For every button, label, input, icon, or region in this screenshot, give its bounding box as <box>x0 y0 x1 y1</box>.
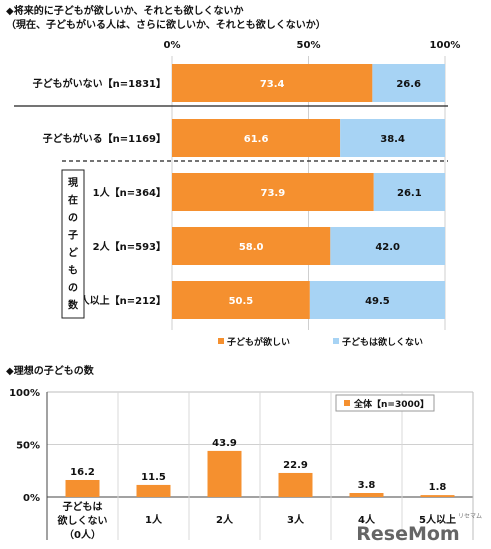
chart2-legend: 全体【n=3000】 <box>335 394 435 412</box>
group-label-text: 現在の子どもの数 <box>68 177 79 312</box>
chart1-data-label: 61.6 <box>244 134 269 145</box>
chart2-frame <box>46 391 474 540</box>
chart2-bar <box>65 479 100 497</box>
chart1-data-label: 50.5 <box>229 296 254 307</box>
chart1-data-label: 38.4 <box>380 134 405 145</box>
chart2-category-label: 1人 <box>145 513 163 526</box>
bar-want <box>172 119 341 157</box>
chart2-data-label: 22.9 <box>283 460 308 471</box>
chart2-category-label: 3人 <box>287 513 305 526</box>
chart1-tick-label: 0% <box>164 40 181 51</box>
chart1-category-label: 3人以上【n=212】 <box>73 294 166 307</box>
chart1-legend: 子どもが欲しい 子どもは欲しくない <box>218 336 423 348</box>
chart2-tick-label: 0% <box>23 493 40 504</box>
chart2-tick-label: 100% <box>9 388 40 399</box>
chart2-bar <box>278 472 313 497</box>
watermark-text: ReseMom <box>356 523 459 545</box>
chart2-category-label: 5人以上 <box>419 513 456 526</box>
chart1-category-labels: 子どもがいない【n=1831】子どもがいる【n=1169】 1人【n=364】 2人… <box>33 77 166 307</box>
watermark-sub: リセマム <box>458 513 482 520</box>
chart1-data-label: 26.6 <box>396 79 421 90</box>
chart1-category-label: 2人【n=593】 <box>93 240 166 253</box>
chart2-bar <box>349 493 384 497</box>
chart1-axis-ticks: 0% 50% 100% <box>164 40 461 51</box>
chart1-data-label: 73.9 <box>261 188 286 199</box>
chart1-data-label: 26.1 <box>397 188 422 199</box>
chart2-bar <box>207 450 242 497</box>
chart2-legend-box <box>335 394 435 412</box>
chart1-data-label: 58.0 <box>239 242 264 253</box>
bar-want <box>172 281 310 319</box>
bar-not-want <box>330 227 445 265</box>
chart2-category-label: 2人 <box>216 513 234 526</box>
chart1-tick-label: 50% <box>297 40 321 51</box>
chart1-tick-label: 100% <box>430 40 461 51</box>
chart1-bars: 73.4 26.6 61.6 38.4 73.9 26.1 58.0 42.0 50.5 49.5 <box>172 64 445 319</box>
chart2-title: ◆理想の子どもの数 <box>6 364 95 377</box>
bar-not-want <box>372 64 445 102</box>
legend-label: 子どもが欲しい <box>227 336 290 348</box>
chart1-data-label: 73.4 <box>260 79 285 90</box>
resemom-logo: ReseMom リセマム <box>356 513 482 545</box>
chart2-category-labels: 子どもは欲しくない（0人） 1人 2人 3人 4人 5人以上 <box>57 500 456 541</box>
chart1-separators <box>14 105 448 162</box>
chart1-subtitle: （現在、子どもがいる人は、さらに欲しいか、それとも欲しくないか） <box>6 18 326 31</box>
chart2-tick-label: 50% <box>16 441 40 452</box>
bar-want <box>172 173 374 211</box>
chart2-bar <box>136 484 171 497</box>
chart1-category-label: 1人【n=364】 <box>93 186 166 199</box>
chart2-bars: 16.2 11.5 43.9 22.9 3.8 1.8 <box>65 438 455 497</box>
group-label-box <box>61 169 85 319</box>
bar-not-want <box>373 173 445 211</box>
chart1-group-label: 現在の子どもの数 <box>61 169 85 319</box>
chart2-axis-ticks: 0% 50% 100% <box>9 388 40 504</box>
chart2-data-label: 43.9 <box>212 438 237 449</box>
chart2-category-label: 子どもは欲しくない（0人） <box>57 500 108 541</box>
chart1-data-label: 49.5 <box>365 296 390 307</box>
chart1-category-label: 子どもがいる【n=1169】 <box>43 132 166 145</box>
chart1-data-label: 42.0 <box>375 242 400 253</box>
chart2-data-label: 11.5 <box>141 472 166 483</box>
legend-swatch <box>218 338 224 344</box>
chart2-category-label: 4人 <box>358 513 376 526</box>
chart2-data-label: 1.8 <box>429 482 447 493</box>
chart1-title: ◆将来的に子どもが欲しいか、それとも欲しくないか <box>6 4 244 17</box>
chart1-category-label: 子どもがいない【n=1831】 <box>33 77 166 90</box>
legend-label: 全体【n=3000】 <box>353 398 429 410</box>
chart2-data-label: 16.2 <box>70 467 95 478</box>
chart2-data-label: 3.8 <box>358 480 376 491</box>
chart2-bar <box>420 495 455 497</box>
bar-not-want <box>340 119 445 157</box>
bar-not-want <box>309 281 445 319</box>
bar-want <box>172 64 373 102</box>
bar-want <box>172 227 331 265</box>
legend-swatch <box>333 338 339 344</box>
legend-swatch <box>344 400 350 406</box>
legend-label: 子どもは欲しくない <box>342 336 423 348</box>
